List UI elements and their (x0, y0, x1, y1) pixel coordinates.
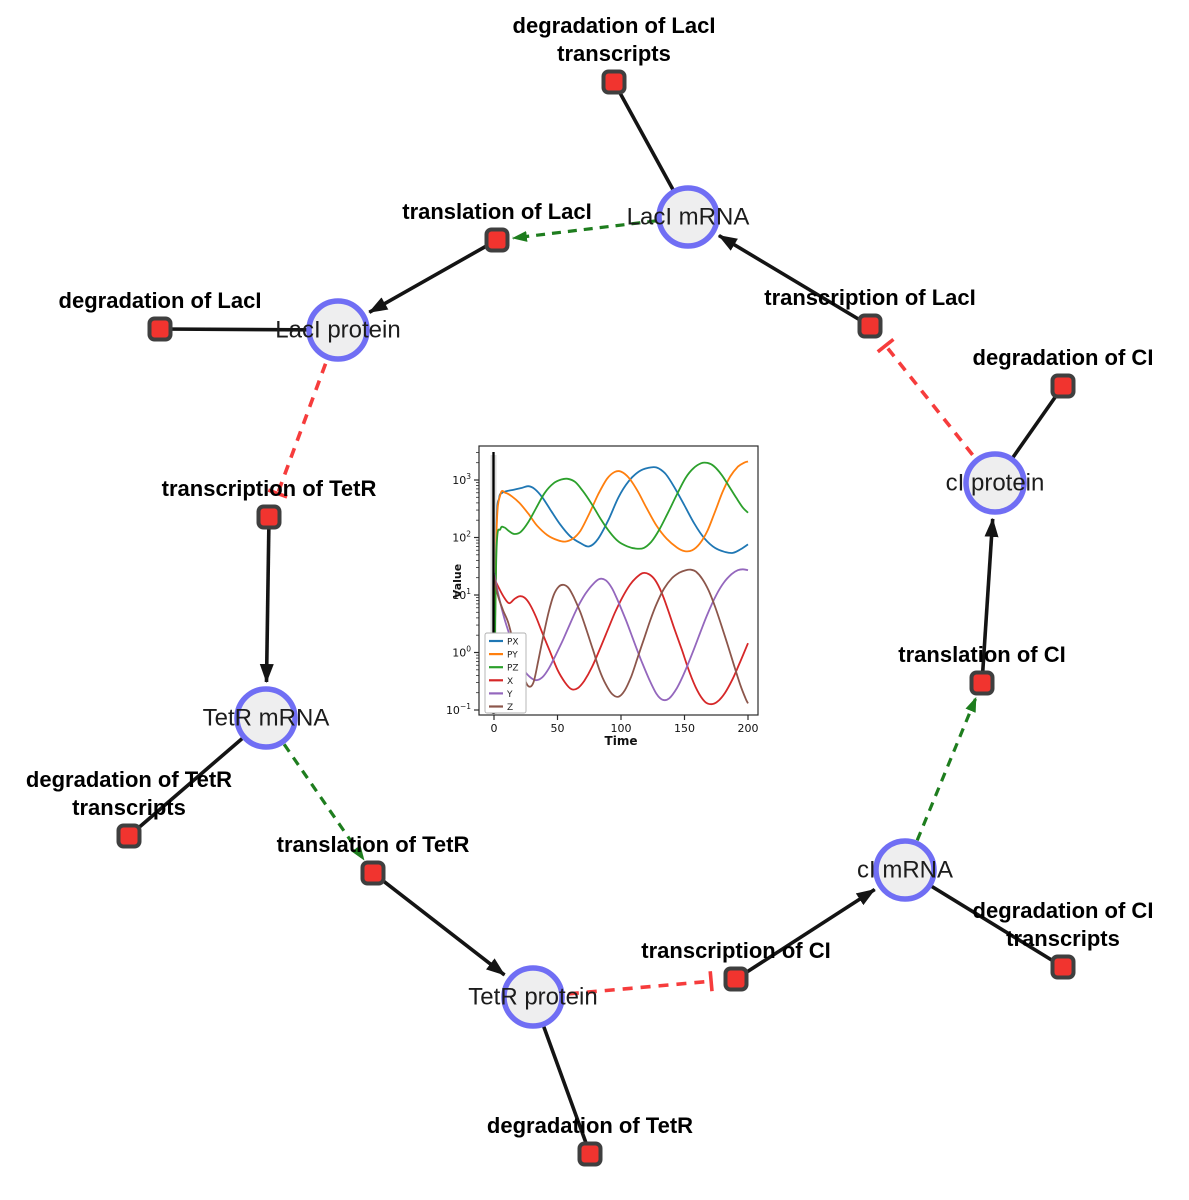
reaction-label-transcription_tetR: transcription of TetR (162, 476, 377, 501)
y-tick-label: 10−1 (446, 702, 471, 717)
series-Y (493, 568, 749, 702)
legend-label-PZ: PZ (507, 664, 519, 674)
edge-inhibition (267, 329, 340, 499)
inset-plot: 0 50 100 150 20010−1100101102103TimeValuePXP… (446, 445, 759, 748)
species-label-cI_protein: cI protein (946, 470, 1045, 497)
plot-spines (478, 445, 759, 716)
species-node-tetR_mRNA[interactable] (234, 686, 298, 750)
edge-modifier (264, 717, 366, 861)
series-Z (493, 568, 749, 704)
x-tick-label: 150 (674, 722, 695, 735)
series-X (493, 571, 749, 706)
species-label-tetR_protein: TetR protein (468, 984, 597, 1011)
species-label-lacI_mRNA: LacI mRNA (627, 204, 750, 231)
edge-modifier (511, 215, 689, 242)
edge-production (735, 887, 876, 981)
species-node-cI_protein[interactable] (963, 451, 1027, 515)
series-PZ (493, 461, 749, 711)
series-PY (493, 460, 749, 711)
x-tick-label: 50 (551, 722, 565, 735)
reaction-label-transcription_cI: transcription of CI (641, 938, 830, 963)
reaction-node-translation_lacI[interactable] (484, 227, 510, 253)
y-axis-label: Value (451, 564, 464, 598)
y-tick-label: 103 (452, 472, 471, 487)
x-tick-label: 0 (491, 722, 498, 735)
legend-label-PX: PX (507, 638, 519, 648)
reaction-label-deg_cI: degradation of CI (973, 345, 1154, 370)
reaction-node-transcription_tetR[interactable] (256, 504, 282, 530)
edge-production (980, 517, 999, 684)
edge-production (368, 238, 498, 314)
labels-layer: LacI mRNA LacI protein TetR mRNA TetR prote… (26, 13, 1154, 1138)
reaction-label-deg_tetR_tx: transcripts (72, 795, 186, 820)
reaction-node-deg_cI[interactable] (1050, 373, 1076, 399)
reaction-label-transcription_lacI: transcription of LacI (764, 285, 975, 310)
species-label-cI_mRNA: cI mRNA (857, 857, 953, 884)
plot-curves (493, 460, 749, 711)
edge-production (717, 233, 871, 328)
y-tick-label: 100 (452, 645, 471, 660)
legend-label-X: X (507, 677, 513, 687)
reaction-label-deg_cI_tx: degradation of CI (973, 898, 1154, 923)
reaction-node-translation_tetR[interactable] (360, 860, 386, 886)
edge-production (371, 871, 506, 977)
reaction-label-translation_lacI: translation of LacI (402, 199, 591, 224)
legend-label-Y: Y (506, 690, 513, 700)
y-tick-label: 102 (452, 530, 471, 545)
edge-inhibition (532, 971, 714, 999)
edge-inhibition (876, 337, 997, 485)
x-tick-label: 200 (738, 722, 759, 735)
reaction-label-translation_tetR: translation of TetR (277, 832, 470, 857)
reaction-label-deg_lacI_tx: transcripts (557, 41, 671, 66)
species-label-lacI_protein: LacI protein (275, 317, 400, 344)
reaction-label-deg_lacI: degradation of LacI (59, 288, 262, 313)
species-node-cI_mRNA[interactable] (873, 838, 937, 902)
reaction-label-deg_lacI_tx: degradation of LacI (513, 13, 716, 38)
x-tick-label: 100 (611, 722, 632, 735)
x-axis-label: Time (605, 734, 638, 748)
reaction-node-deg_tetR[interactable] (577, 1141, 603, 1167)
y-tick-label: 101 (452, 587, 471, 602)
species-node-lacI_mRNA[interactable] (656, 185, 720, 249)
nodes-layer (116, 69, 1076, 1167)
reaction-label-deg_tetR: degradation of TetR (487, 1113, 693, 1138)
reaction-label-deg_tetR_tx: degradation of TetR (26, 767, 232, 792)
legend-label-PY: PY (507, 651, 518, 661)
edge-production (259, 516, 274, 683)
reaction-node-transcription_lacI[interactable] (857, 313, 883, 339)
reaction-node-transcription_cI[interactable] (723, 966, 749, 992)
reaction-label-translation_cI: translation of CI (898, 642, 1065, 667)
reaction-label-deg_cI_tx: transcripts (1006, 926, 1120, 951)
species-node-tetR_protein[interactable] (501, 965, 565, 1029)
species-label-tetR_mRNA: TetR mRNA (203, 705, 330, 732)
species-node-lacI_protein[interactable] (306, 298, 370, 362)
reaction-node-translation_cI[interactable] (969, 670, 995, 696)
series-PX (493, 466, 749, 706)
reaction-node-deg_cI_tx[interactable] (1050, 954, 1076, 980)
legend: PX PY PZ XYZ (484, 632, 527, 714)
reaction-node-deg_lacI[interactable] (147, 316, 173, 342)
reaction-node-deg_lacI_tx[interactable] (601, 69, 627, 95)
legend-label-Z: Z (507, 703, 513, 713)
reaction-node-deg_tetR_tx[interactable] (116, 823, 142, 849)
legend-box (484, 632, 527, 714)
